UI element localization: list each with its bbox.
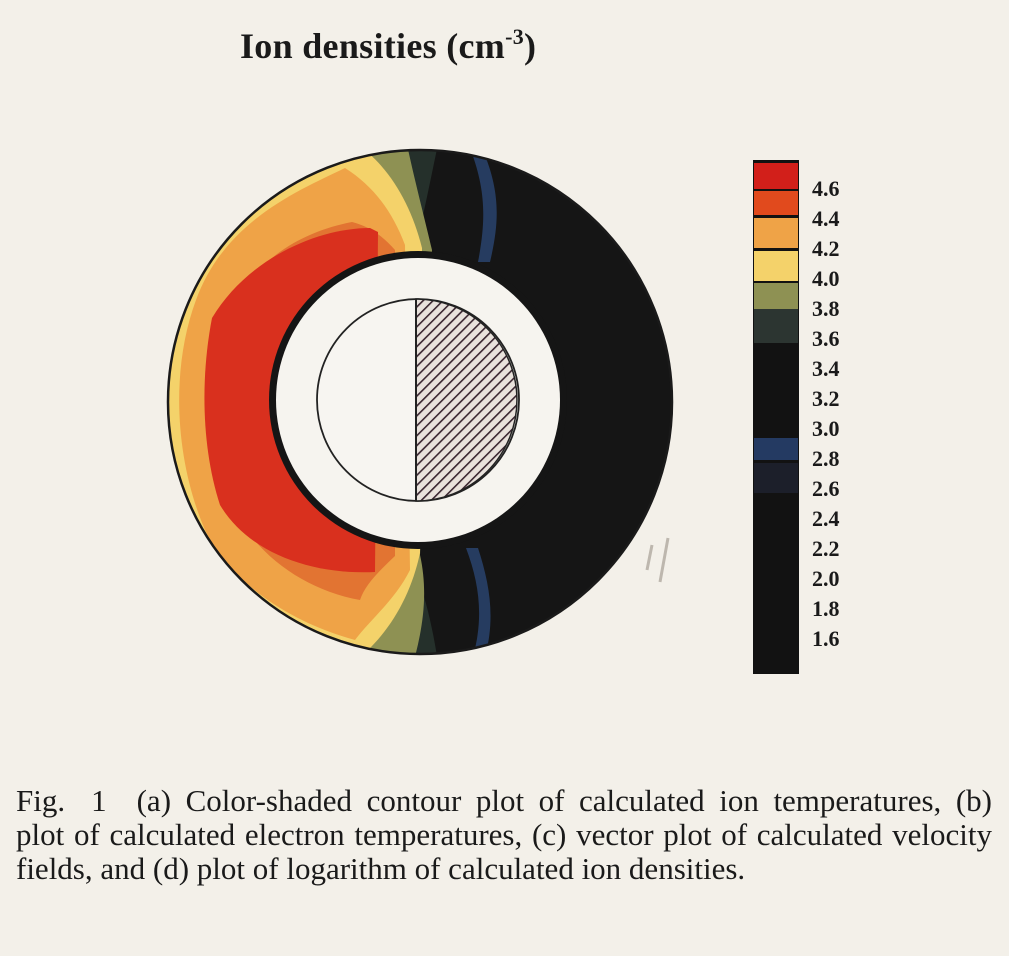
colorbar-label: 2.4 (812, 506, 840, 531)
colorbar (753, 160, 799, 674)
colorbar-label: 3.2 (812, 386, 840, 411)
colorbar-label: 1.6 (812, 626, 840, 651)
print-mark (645, 537, 670, 583)
colorbar-label: 2.8 (812, 446, 840, 471)
caption-fig-label: Fig. (16, 783, 66, 818)
caption-text: (a) Color-shaded contour plot of calcula… (16, 783, 992, 886)
colorbar-label: 4.6 (812, 176, 840, 201)
cb-band-44 (754, 191, 798, 216)
colorbar-label: 3.4 (812, 356, 840, 381)
cb-band-46 (754, 163, 798, 190)
colorbar-label: 3.8 (812, 296, 840, 321)
figure-title: Ion densities (cm-3) (240, 24, 536, 67)
title-close: ) (524, 26, 537, 66)
cb-band-40 (754, 251, 798, 282)
cb-band-38 (754, 283, 798, 309)
colorbar-label: 2.0 (812, 566, 840, 591)
colorbar-label: 4.2 (812, 236, 840, 261)
colorbar-label: 4.0 (812, 266, 840, 291)
title-text: Ion densities (cm (240, 26, 506, 66)
blue-streak-upper (470, 150, 497, 262)
colorbar-label: 4.4 (812, 206, 840, 231)
colorbar-label: 2.2 (812, 536, 840, 561)
colorbar-label: 2.6 (812, 476, 840, 501)
colorbar-label: 1.8 (812, 596, 840, 621)
core-hatched-half (415, 298, 518, 502)
blue-streak-lower (466, 548, 491, 654)
cb-band-42 (754, 218, 798, 248)
colorbar-label: 3.6 (812, 326, 840, 351)
outer-ring-edge (166, 148, 674, 656)
colorbar-label: 3.0 (812, 416, 840, 441)
cb-band-28 (754, 463, 798, 493)
caption-fig-number: 1 (91, 783, 107, 818)
contour-plot (166, 148, 674, 656)
cb-band-30 (754, 438, 798, 460)
figure-caption: Fig. 1 (a) Color-shaded contour plot of ca… (16, 784, 992, 886)
title-exponent: -3 (505, 24, 525, 49)
cb-band-36 (754, 309, 798, 343)
